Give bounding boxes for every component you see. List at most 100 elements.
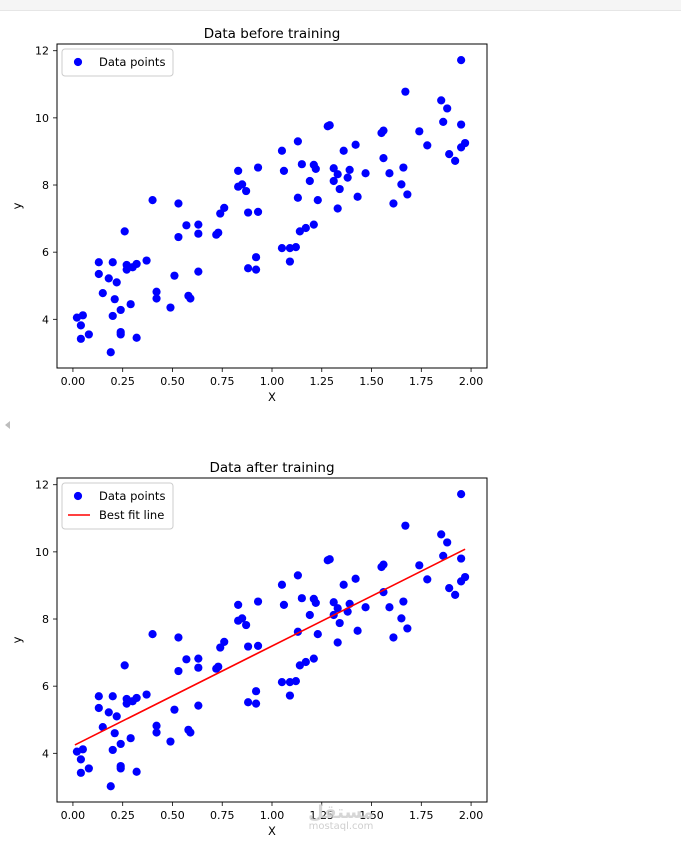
- data-point: [84, 764, 93, 773]
- data-point: [194, 267, 203, 276]
- data-point: [457, 490, 466, 499]
- data-point: [351, 574, 360, 583]
- data-point: [148, 196, 157, 205]
- data-point: [403, 624, 412, 633]
- x-tick-label: 1.75: [409, 809, 434, 822]
- y-tick-label: 8: [42, 179, 49, 192]
- data-point: [216, 643, 225, 652]
- x-tick-label: 1.25: [310, 375, 335, 388]
- chart-title: Data before training: [204, 26, 341, 42]
- data-point: [305, 176, 314, 186]
- data-point: [108, 692, 117, 701]
- data-point: [457, 554, 466, 563]
- data-point: [401, 521, 410, 530]
- legend: Data points Best fit line: [61, 482, 174, 530]
- data-point: [110, 295, 119, 304]
- data-point: [166, 303, 175, 312]
- data-point: [194, 701, 203, 710]
- data-point: [110, 729, 119, 738]
- x-tick-label: 0.25: [110, 809, 135, 822]
- data-point: [148, 630, 157, 639]
- data-point: [242, 620, 251, 630]
- data-point: [112, 278, 121, 287]
- chart-after-training: Data after training 0.00 0.25 0.50 0.75 1.00…: [10, 460, 488, 838]
- data-point: [399, 597, 408, 606]
- data-point: [76, 755, 85, 764]
- collapse-arrow-icon[interactable]: [5, 421, 10, 429]
- data-point: [174, 633, 183, 642]
- data-point: [361, 169, 370, 178]
- data-point: [293, 137, 302, 146]
- data-point: [238, 180, 247, 189]
- data-point: [333, 604, 342, 613]
- data-point: [244, 264, 253, 273]
- data-point: [451, 156, 460, 165]
- data-point: [106, 782, 115, 791]
- data-point: [166, 737, 175, 746]
- data-point: [301, 223, 310, 233]
- data-point: [293, 193, 302, 202]
- data-point: [76, 321, 85, 330]
- data-point: [170, 271, 179, 280]
- y-tick-label: 8: [42, 613, 49, 626]
- data-point: [126, 734, 135, 743]
- data-point: [277, 580, 287, 589]
- data-point: [301, 657, 310, 667]
- data-point: [78, 311, 87, 320]
- x-tick-label: 0.75: [210, 809, 235, 822]
- legend: Data points: [61, 48, 174, 77]
- data-point: [152, 294, 161, 303]
- data-point: [379, 126, 388, 135]
- data-point: [329, 598, 338, 607]
- data-point: [174, 199, 183, 208]
- data-point: [214, 662, 223, 671]
- chart-title: Data after training: [209, 460, 334, 476]
- watermark: مستقل mostaql.com: [296, 804, 386, 832]
- data-point: [244, 642, 253, 651]
- data-point: [132, 693, 141, 703]
- data-point: [389, 199, 398, 208]
- data-point: [251, 265, 261, 274]
- legend-marker-points: [73, 491, 83, 501]
- x-tick-label: 1.50: [359, 375, 384, 388]
- data-point: [379, 560, 388, 569]
- y-tick-label: 6: [42, 246, 49, 259]
- data-point: [170, 705, 179, 714]
- data-point: [132, 333, 141, 342]
- data-point: [297, 160, 306, 169]
- data-point: [397, 614, 406, 623]
- data-point: [106, 348, 115, 357]
- y-axis-label: y: [10, 202, 24, 209]
- y-tick-label: 12: [35, 479, 49, 492]
- y-tick-label: 10: [35, 112, 49, 125]
- data-point: [238, 614, 247, 623]
- data-point: [385, 169, 394, 178]
- data-point: [253, 597, 263, 606]
- y-tick-label: 4: [42, 747, 49, 760]
- data-point: [120, 661, 129, 670]
- x-tick-label: 0.50: [160, 809, 185, 822]
- data-point: [285, 257, 295, 266]
- data-point: [194, 654, 203, 663]
- data-point: [415, 561, 424, 570]
- data-point: [279, 166, 289, 176]
- y-tick-label: 4: [42, 313, 49, 326]
- data-point: [104, 708, 113, 717]
- data-point: [457, 120, 466, 129]
- data-point: [120, 227, 129, 236]
- data-point: [244, 698, 253, 707]
- data-point: [353, 626, 362, 635]
- data-point: [182, 655, 191, 664]
- x-tick-label: 0.00: [61, 809, 86, 822]
- data-point: [445, 150, 454, 159]
- data-point: [132, 767, 141, 776]
- data-point: [116, 330, 125, 339]
- data-point: [439, 117, 448, 126]
- data-point: [379, 154, 388, 163]
- data-point: [251, 687, 261, 696]
- chart-before-training: Data before training 0.00 0.25 0.50 0.75 1.0…: [10, 26, 488, 404]
- data-point: [345, 165, 354, 175]
- data-point: [216, 209, 225, 218]
- data-point: [132, 259, 141, 269]
- data-point: [335, 184, 344, 194]
